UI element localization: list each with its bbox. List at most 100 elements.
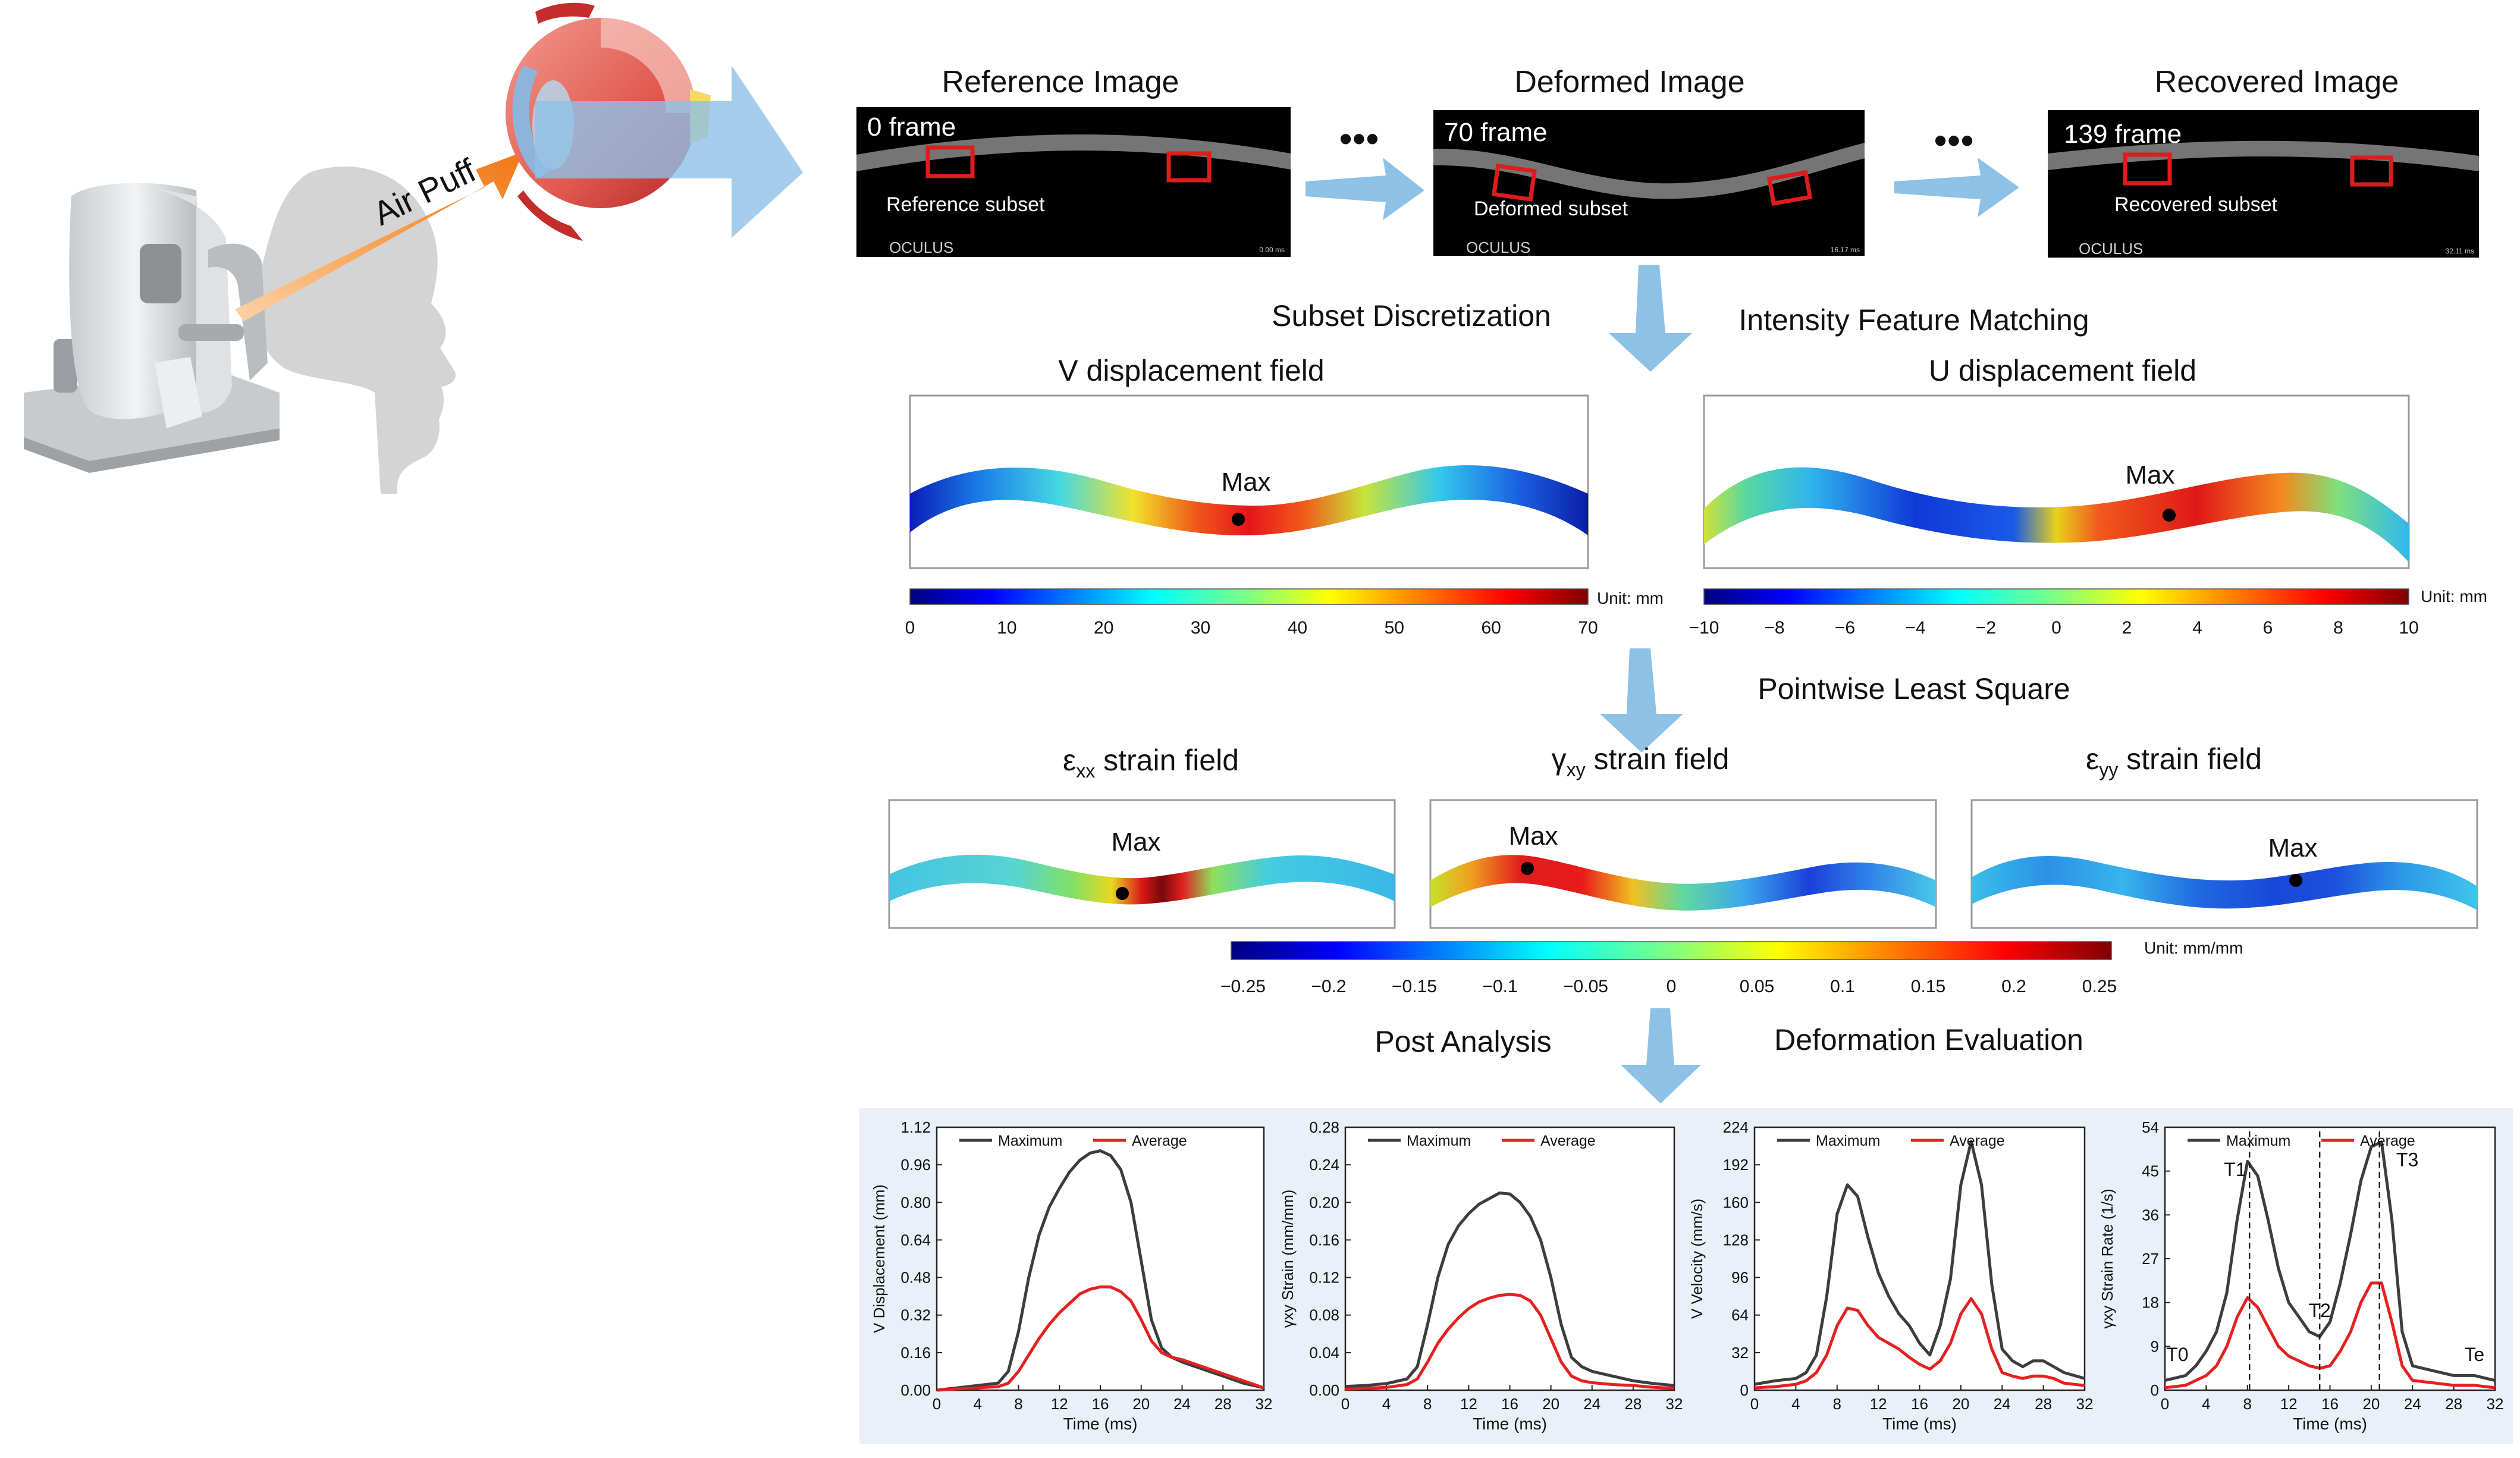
series-line-maximum — [1754, 1140, 2085, 1386]
y-tick-label: 128 — [1723, 1231, 1749, 1249]
v-field-title: V displacement field — [1058, 354, 1324, 387]
u-field-band — [1704, 467, 2409, 562]
air-puff-arrow — [235, 152, 523, 321]
eye-beam-arrow — [535, 65, 803, 238]
arrow-right-2 — [1894, 158, 2019, 217]
x-tick-label: 24 — [1173, 1395, 1191, 1413]
cornea — [512, 65, 550, 178]
subset-label: Reference subset — [886, 193, 1045, 216]
x-tick-label: 28 — [2445, 1395, 2462, 1413]
y-tick-label: 224 — [1723, 1118, 1749, 1136]
subset-box — [1166, 151, 1212, 183]
annotation-label: T3 — [2396, 1149, 2418, 1170]
x-tick-label: 8 — [1423, 1395, 1432, 1413]
v-max-label: Max — [1221, 468, 1270, 497]
gxy-title-rest: strain field — [1586, 742, 1730, 776]
x-tick-label: 12 — [1870, 1395, 1887, 1413]
y-tick-label: 0.16 — [1309, 1231, 1339, 1249]
v-displacement-panel: V displacement field Max — [909, 354, 1589, 569]
ellipsis-2: ••• — [1934, 119, 1973, 162]
v-colorbar-tick-label: 50 — [1385, 618, 1404, 638]
y-tick-label: 0.04 — [1309, 1344, 1339, 1362]
oculus-logo: OCULUS — [1466, 239, 1530, 256]
strain-colorbar-tick-label: 0.05 — [1740, 977, 1774, 996]
legend-label-maximum: Maximum — [1816, 1133, 1880, 1149]
v-colorbar-tick-label: 70 — [1578, 618, 1598, 638]
eyy-field-band — [1972, 855, 2477, 910]
legend-label-average: Average — [1950, 1133, 2005, 1149]
y-tick-label: 0.64 — [900, 1231, 931, 1249]
series-line-average — [1754, 1297, 2085, 1390]
eye-illustration — [506, 2, 803, 241]
eyy-title-rest: strain field — [2118, 742, 2262, 776]
gxy-max-marker — [1521, 862, 1534, 875]
frame-title-recovered: Recovered Image — [2155, 65, 2399, 99]
y-tick-label: 0.08 — [1309, 1306, 1339, 1324]
exx-symbol: ε — [1063, 744, 1076, 777]
u-colorbar-tick-label: −8 — [1764, 618, 1784, 638]
frame-label: 0 frame — [867, 112, 956, 142]
x-tick-label: 20 — [2362, 1395, 2380, 1413]
x-tick-label: 4 — [1791, 1395, 1800, 1413]
chart-2: 0.00 0.04 0.08 0.12 0.16 0.20 0.24 0.28 0 4 8 12 16 2… — [1279, 1118, 1683, 1433]
step-post-analysis: Post Analysis — [1374, 1025, 1551, 1058]
subset-label: Recovered subset — [2114, 193, 2278, 216]
x-tick-label: 24 — [1994, 1395, 2011, 1413]
x-tick-label: 12 — [2280, 1395, 2298, 1413]
series-line-maximum — [1345, 1192, 1675, 1388]
chart-1: 0.00 0.16 0.32 0.48 0.64 0.80 0.96 1.12 0 4 8 12 16 2… — [870, 1118, 1272, 1433]
v-colorbar-tick-label: 30 — [1191, 618, 1210, 638]
strain-colorbar-tick-label: 0.15 — [1911, 977, 1945, 996]
series-line-average — [1345, 1293, 1675, 1391]
y-tick-label: 45 — [2142, 1162, 2159, 1180]
frame-time: 0.00 ms — [1259, 246, 1285, 254]
u-colorbar-tick-label: 4 — [2192, 618, 2202, 638]
recovered-frame-image: 139 frame Recovered subset OCULUS 32.11 … — [2048, 110, 2479, 258]
exx-max-label: Max — [1111, 827, 1160, 857]
annotation-label: T0 — [2166, 1344, 2188, 1365]
x-tick-label: 16 — [2321, 1395, 2339, 1413]
x-tick-label: 28 — [2035, 1395, 2052, 1413]
y-axis-label: V Displacement (mm) — [870, 1184, 888, 1333]
gxy-strain-panel: γxy strain field Max — [1429, 742, 1937, 929]
x-tick-label: 32 — [1256, 1395, 1273, 1413]
x-axis-label: Time (ms) — [1473, 1415, 1547, 1433]
v-colorbar-unit: Unit: mm — [1597, 589, 1664, 607]
u-colorbar-unit: Unit: mm — [2421, 587, 2487, 606]
u-colorbar-tick-label: 10 — [2399, 618, 2418, 638]
u-colorbar-tick-label: 6 — [2263, 618, 2273, 638]
oculus-logo: OCULUS — [889, 239, 953, 256]
v-field-band — [910, 465, 1588, 535]
series-line-average — [2164, 1281, 2496, 1390]
y-tick-label: 96 — [1731, 1269, 1749, 1287]
strain-colorbar-tick-label: 0.2 — [2001, 977, 2026, 996]
frame-title-deformed: Deformed Image — [1514, 65, 1744, 99]
u-colorbar-tick-label: −6 — [1835, 618, 1855, 638]
frame-label: 139 frame — [2064, 120, 2182, 149]
gxy-field-band — [1430, 855, 1936, 911]
x-tick-label: 8 — [1014, 1395, 1022, 1413]
eyy-max-marker — [2289, 874, 2302, 887]
step-pointwise: Pointwise Least Square — [1758, 672, 2070, 706]
frame-title-reference: Reference Image — [942, 65, 1179, 99]
plot-area — [936, 1126, 1265, 1391]
x-tick-label: 12 — [1051, 1395, 1068, 1413]
y-tick-label: 27 — [2142, 1250, 2159, 1268]
frame-label: 70 frame — [1444, 118, 1548, 147]
oculus-logo: OCULUS — [2079, 240, 2143, 258]
exx-subscript: xx — [1076, 760, 1095, 782]
v-colorbar-gradient — [909, 588, 1589, 605]
strain-colorbar-tick-label: 0.25 — [2082, 977, 2117, 996]
v-colorbar-ticks: 0 10 20 30 40 50 60 70 — [905, 618, 1598, 638]
x-axis-label: Time (ms) — [1882, 1415, 1957, 1433]
u-max-label: Max — [2125, 460, 2174, 490]
plot-area — [2164, 1126, 2496, 1391]
arrow-down-1 — [1609, 265, 1692, 372]
frame-time: 32.11 ms — [2446, 247, 2474, 255]
x-tick-label: 8 — [1833, 1395, 1841, 1413]
v-colorbar-tick-label: 40 — [1288, 618, 1307, 638]
strain-colorbar-tick-label: −0.1 — [1482, 977, 1517, 996]
arrow-down-3 — [1621, 1008, 1701, 1103]
eyy-symbol: ε — [2086, 742, 2099, 776]
